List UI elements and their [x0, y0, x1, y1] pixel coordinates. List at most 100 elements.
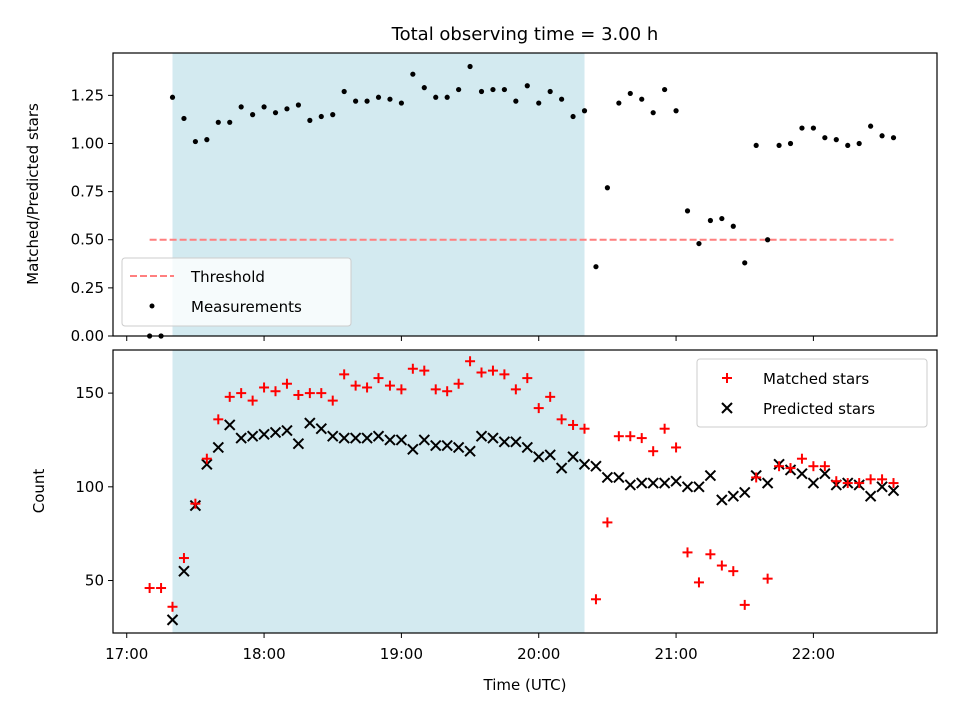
matched-stars-point: [293, 389, 304, 400]
measurement-point: [513, 98, 519, 104]
bottom-x-axis-label: Time (UTC): [483, 676, 567, 694]
measurement-point: [341, 88, 347, 95]
measurement-point: [719, 215, 725, 222]
measurement-point: [490, 86, 496, 93]
matched-stars-point: [190, 498, 201, 509]
predicted-stars-point: [544, 449, 556, 461]
matched-stars-point: [865, 474, 876, 485]
matched-stars-point: [476, 367, 487, 378]
matched-stars-point: [327, 395, 338, 406]
y-tick-label: 0.75: [71, 183, 104, 201]
measurement-point: [765, 237, 771, 243]
matched-stars-point: [785, 463, 796, 474]
predicted-stars-point: [452, 441, 465, 454]
predicted-stars-point: [212, 441, 224, 454]
matched-stars-point: [590, 594, 601, 605]
matched-stars-point: [304, 388, 315, 399]
y-tick-label: 0.00: [71, 327, 104, 345]
predicted-stars-point: [327, 430, 339, 442]
matched-stars-point: [636, 433, 647, 444]
predicted-stars-point: [361, 432, 373, 444]
measurement-point: [810, 125, 817, 131]
matched-stars-point: [842, 478, 853, 489]
bottom-plot-frame: [112, 349, 938, 634]
measurement-point: [570, 113, 576, 120]
predicted-stars-point: [578, 458, 591, 471]
predicted-stars-point: [258, 428, 270, 441]
predicted-stars-legend-swatch: [721, 402, 733, 414]
x-tick-label: 22:00: [792, 645, 835, 663]
measurement-point: [467, 63, 473, 70]
predicted-stars-legend-marker: [721, 402, 733, 414]
measurement-point: [559, 96, 565, 102]
predicted-stars-point: [178, 565, 190, 577]
matched-stars-point: [499, 369, 510, 380]
y-tick-label: 100: [75, 478, 104, 496]
measurement-point: [696, 240, 702, 247]
predicted-stars-point: [498, 436, 511, 448]
matched-stars-point: [705, 549, 716, 560]
y-tick-label: 1.00: [71, 134, 104, 152]
predicted-stars-point: [166, 614, 179, 626]
matched-stars-point: [339, 369, 350, 380]
predicted-stars-point: [704, 469, 717, 482]
measurement-point: [387, 96, 393, 102]
measurement-point: [284, 106, 290, 112]
matched-stars-point: [556, 414, 567, 425]
predicted-stars-point: [727, 490, 739, 502]
measurement-point: [822, 135, 828, 141]
predicted-stars-point: [567, 451, 579, 463]
matched-stars-point: [144, 583, 155, 594]
measurement-point: [215, 119, 221, 125]
measurement-point: [272, 110, 279, 116]
matched-stars-point: [808, 461, 819, 472]
top-chart-title: Total observing time = 3.00 h: [391, 24, 659, 45]
matched-stars-point: [224, 391, 235, 402]
predicted-stars-legend-label: Predicted stars: [763, 400, 875, 418]
matched-stars-legend-marker: [722, 373, 732, 383]
predicted-stars-point: [613, 471, 625, 484]
predicted-stars-point: [670, 475, 682, 487]
measurement-point: [662, 86, 668, 93]
measurement-point: [856, 140, 862, 147]
measurement-point: [250, 112, 256, 118]
measurement-point: [684, 208, 691, 214]
bottom-x-ticks: 17:00 18:00 19:00 20:00 21:00 22:00: [105, 633, 835, 663]
top-legend-box: [121, 257, 352, 327]
predicted-stars-point: [555, 462, 568, 474]
matched-stars-point: [545, 391, 556, 402]
bottom-count-points: [144, 356, 900, 626]
measurement-point: [627, 90, 633, 97]
measurement-point: [204, 137, 210, 143]
matched-stars-point: [579, 423, 590, 434]
measurement-point: [410, 71, 416, 77]
y-tick-label: 1.25: [71, 86, 104, 104]
predicted-stars-point: [372, 430, 385, 442]
y-tick-label: 0.50: [71, 231, 104, 249]
predicted-stars-point: [475, 430, 488, 442]
matched-stars-point: [201, 453, 212, 464]
matched-stars-point: [854, 478, 865, 489]
predicted-stars-point: [224, 419, 236, 431]
x-tick-label: 20:00: [517, 645, 560, 663]
top-y-ticks: 0.00 0.25 0.50 0.75 1.00 1.25: [71, 86, 113, 345]
y-tick-label: 150: [75, 384, 104, 402]
measurement-point: [673, 108, 679, 114]
measurement-point: [593, 264, 599, 270]
measurement-point: [192, 138, 198, 145]
bottom-panel: 17:00 18:00 19:00 20:00 21:00 22:00 50100150 …: [30, 349, 938, 694]
matched-stars-point: [716, 560, 727, 571]
x-tick-label: 17:00: [105, 645, 148, 663]
predicted-stars-point: [384, 434, 396, 446]
predicted-stars-point: [819, 467, 831, 480]
matched-stars-point: [671, 442, 682, 453]
measurement-point: [650, 110, 656, 116]
measurement-point: [261, 104, 267, 110]
predicted-stars-point: [807, 477, 820, 489]
predicted-stars-point: [761, 477, 774, 489]
x-tick-label: 19:00: [380, 645, 423, 663]
matched-stars-point: [510, 384, 521, 395]
predicted-stars-point: [876, 481, 888, 493]
predicted-stars-point: [464, 445, 476, 457]
measurement-point: [799, 125, 805, 131]
